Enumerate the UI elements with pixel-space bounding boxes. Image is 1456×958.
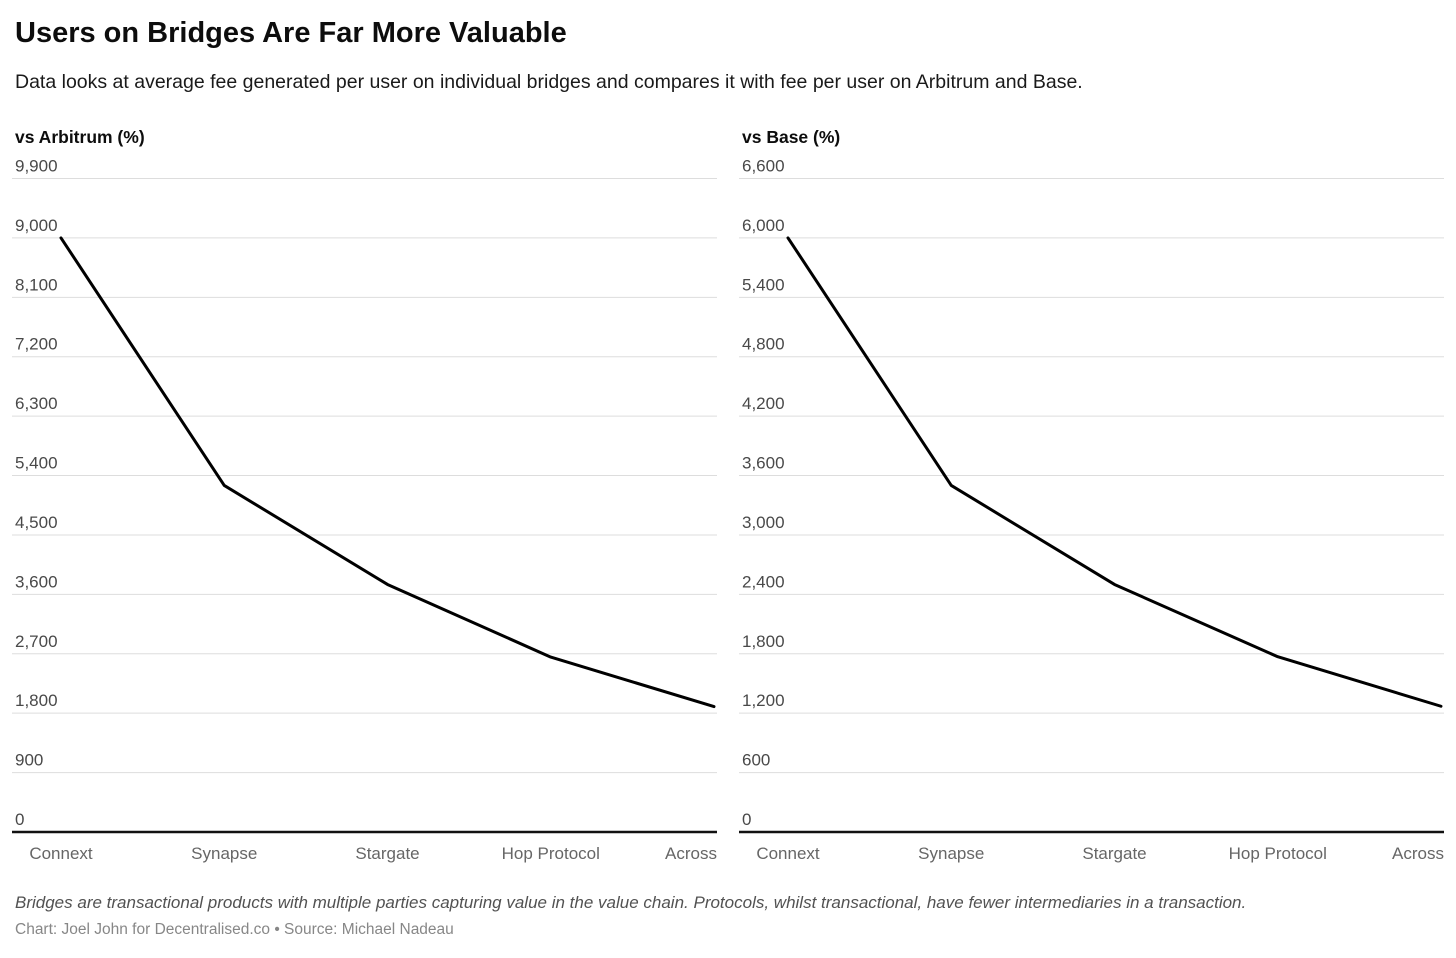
y-tick-label: 4,200 — [742, 394, 785, 413]
chart-credit: Chart: Joel John for Decentralised.co • … — [15, 921, 454, 938]
x-axis-label: Hop Protocol — [1229, 844, 1327, 863]
line-chart-vs-base: 0 600 1,200 1,800 2,400 3,000 3,600 4,200 4,800 5… — [739, 157, 1444, 863]
chart-title-vs-base: vs Base (%) — [742, 127, 841, 147]
y-tick-label: 2,400 — [742, 572, 785, 591]
chart-page: Users on Bridges Are Far More Valuable D… — [0, 16, 1456, 940]
chart-title-vs-arbitrum: vs Arbitrum (%) — [15, 127, 145, 147]
chart-vs-base: vs Base (%) 0 600 1,200 1,800 2,400 3,000 3,60… — [739, 126, 1444, 866]
y-tick-label: 8,100 — [15, 275, 58, 294]
x-axis-label: Across — [1392, 844, 1444, 863]
y-tick-label: 7,200 — [15, 335, 58, 354]
y-tick-label: 5,400 — [15, 454, 58, 473]
x-axis-label: Connext — [29, 844, 93, 863]
x-axis-label: Synapse — [191, 844, 257, 863]
y-tick-label: 3,600 — [742, 454, 785, 473]
y-tick-label: 4,500 — [15, 513, 58, 532]
y-tick-label: 9,000 — [15, 216, 58, 235]
data-line — [786, 236, 1443, 708]
y-tick-label: 3,000 — [742, 513, 785, 532]
charts-row: vs Arbitrum (%) 0 900 1,800 2,700 3,600 4,500… — [12, 126, 1444, 866]
y-tick-label: 600 — [742, 751, 770, 770]
y-tick-label: 1,200 — [742, 691, 785, 710]
data-line — [59, 236, 716, 709]
x-axis-label: Synapse — [918, 844, 984, 863]
y-tick-label: 4,800 — [742, 335, 785, 354]
y-tick-label: 1,800 — [15, 691, 58, 710]
chart-vs-arbitrum: vs Arbitrum (%) 0 900 1,800 2,700 3,600 4,500… — [12, 126, 717, 866]
y-tick-label: 0 — [742, 810, 751, 829]
line-chart-vs-arbitrum: 0 900 1,800 2,700 3,600 4,500 5,400 6,300 7,200 8… — [12, 157, 717, 863]
y-tick-label: 6,000 — [742, 216, 785, 235]
y-tick-label: 5,400 — [742, 275, 785, 294]
y-tick-label: 6,300 — [15, 394, 58, 413]
page-subtitle: Data looks at average fee generated per … — [15, 71, 1083, 93]
x-axis-label: Stargate — [1082, 844, 1146, 863]
y-tick-label: 9,900 — [15, 157, 58, 176]
x-axis-label: Connext — [756, 844, 820, 863]
chart-footnote: Bridges are transactional products with … — [15, 893, 1247, 912]
y-tick-label: 3,600 — [15, 572, 58, 591]
x-axis-label: Across — [665, 844, 717, 863]
y-tick-label: 900 — [15, 751, 43, 770]
x-axis-label: Hop Protocol — [502, 844, 600, 863]
y-tick-label: 2,700 — [15, 632, 58, 651]
y-tick-label: 0 — [15, 810, 24, 829]
x-axis-label: Stargate — [355, 844, 419, 863]
y-tick-label: 1,800 — [742, 632, 785, 651]
page-title: Users on Bridges Are Far More Valuable — [15, 17, 567, 49]
y-tick-label: 6,600 — [742, 157, 785, 176]
